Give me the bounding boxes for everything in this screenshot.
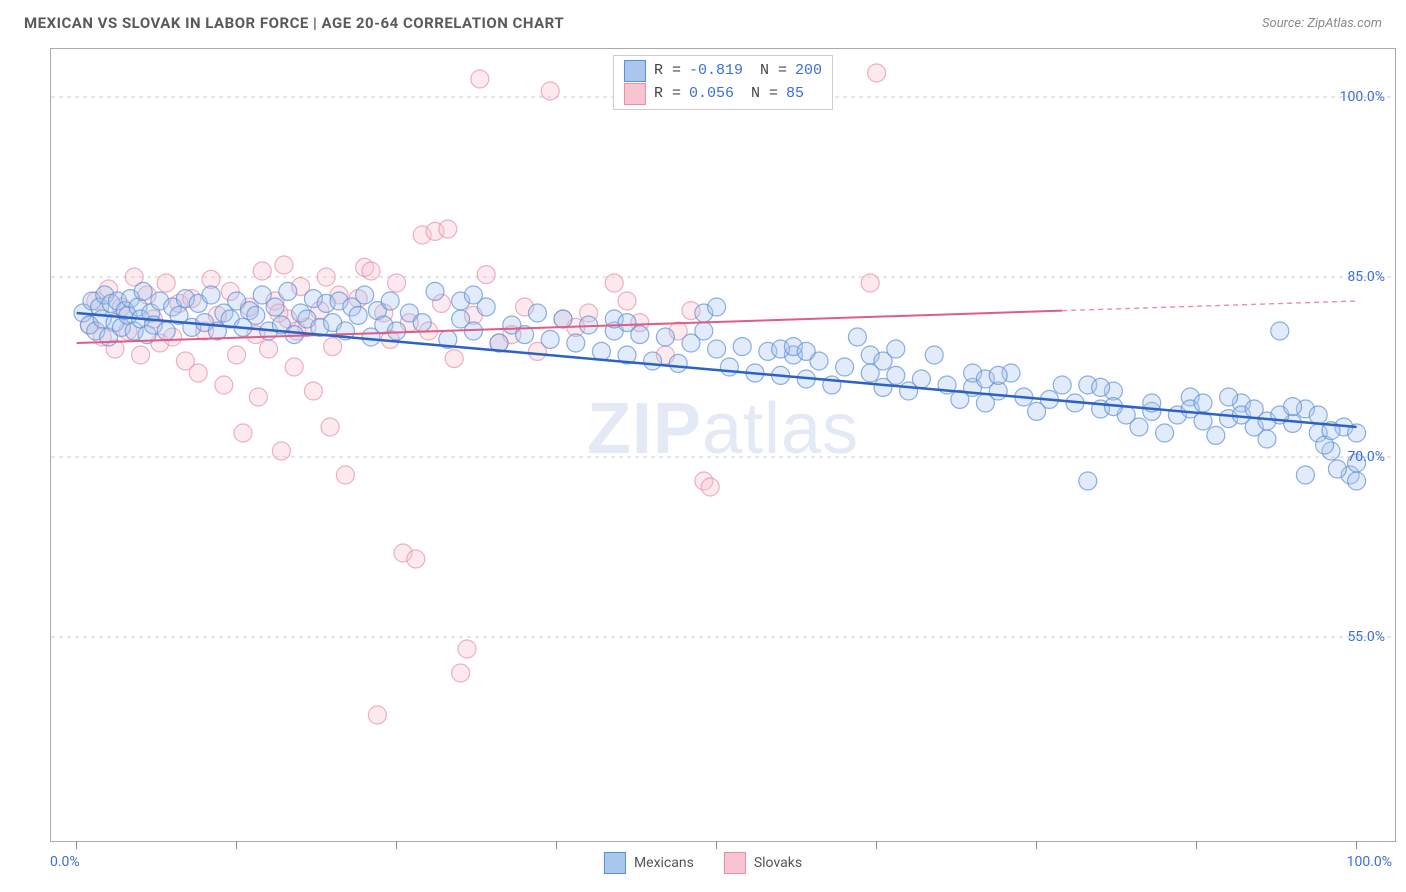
y-tick-label: 70.0% <box>1347 449 1385 465</box>
y-tick-label: 85.0% <box>1347 269 1385 285</box>
legend-item-slovaks: Slovaks <box>724 852 802 874</box>
series-legend: Mexicans Slovaks <box>604 852 802 874</box>
source-attribution: Source: ZipAtlas.com <box>1262 16 1382 31</box>
scatter-plot-svg <box>51 49 1395 841</box>
chart-title: MEXICAN VS SLOVAK IN LABOR FORCE | AGE 2… <box>24 14 564 32</box>
chart-header: MEXICAN VS SLOVAK IN LABOR FORCE | AGE 2… <box>0 0 1406 42</box>
swatch-icon <box>604 852 626 874</box>
x-axis-min-label: 0.0% <box>50 854 80 870</box>
y-tick-label: 100.0% <box>1340 89 1385 105</box>
x-axis-max-label: 100.0% <box>1347 854 1392 870</box>
correlation-stat-box: R = -0.819 N = 200 R = 0.056 N = 85 <box>613 55 833 110</box>
swatch-icon <box>624 60 646 82</box>
swatch-icon <box>724 852 746 874</box>
y-tick-label: 55.0% <box>1347 629 1385 645</box>
chart-plot-area: ZIPatlas R = -0.819 N = 200 R = 0.056 N … <box>50 48 1396 842</box>
stat-row-mexicans: R = -0.819 N = 200 <box>624 60 822 83</box>
stat-row-slovaks: R = 0.056 N = 85 <box>624 83 822 106</box>
swatch-icon <box>624 83 646 105</box>
legend-item-mexicans: Mexicans <box>604 852 694 874</box>
